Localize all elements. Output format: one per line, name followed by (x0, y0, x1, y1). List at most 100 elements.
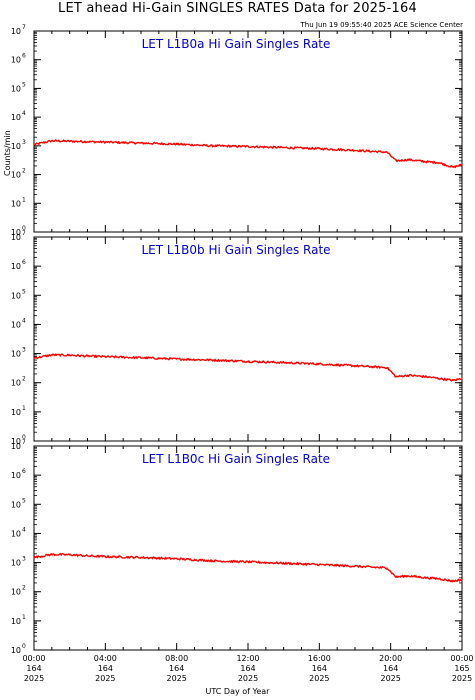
x-tick-doy-label: 164 (240, 664, 255, 673)
y-tick-label: 10 (11, 437, 21, 446)
data-point (104, 141, 106, 143)
y-tick-exponent: 0 (22, 225, 26, 232)
y-tick-exponent: 1 (22, 614, 26, 621)
data-point (407, 159, 410, 161)
data-point (247, 561, 249, 563)
y-tick-label: 10 (11, 442, 21, 451)
data-point (461, 579, 463, 581)
x-tick-time-label: 12:00 (236, 654, 259, 663)
y-tick-exponent: 6 (22, 259, 26, 266)
y-tick-exponent: 0 (22, 434, 26, 441)
x-tick-time-label: 00:00 (22, 654, 45, 663)
data-point (86, 141, 89, 143)
data-point (247, 360, 249, 362)
data-point (461, 164, 463, 166)
x-tick-time-label: 00:00 (450, 654, 473, 663)
y-tick-label: 10 (11, 588, 21, 597)
data-point (283, 362, 285, 364)
data-point (407, 575, 410, 577)
series-line (33, 353, 463, 382)
data-point (140, 556, 142, 559)
data-point (395, 576, 397, 578)
y-tick-exponent: 6 (22, 468, 26, 475)
panel-frame (33, 445, 463, 651)
x-tick-doy-label: 164 (26, 664, 41, 673)
y-tick-exponent: 5 (22, 288, 26, 295)
data-point (104, 556, 106, 558)
y-tick-exponent: 7 (22, 24, 26, 31)
data-point (386, 567, 388, 569)
data-point (211, 145, 213, 147)
series-line (33, 553, 463, 583)
chart-main-title: LET ahead Hi-Gain SINGLES RATES Data for… (58, 1, 417, 16)
x-axis-label: UTC Day of Year (205, 687, 270, 696)
data-point (318, 363, 320, 365)
y-tick-label: 10 (11, 142, 21, 151)
data-point (425, 376, 427, 378)
y-tick-exponent: 1 (22, 405, 26, 412)
data-point (104, 356, 106, 358)
data-point (283, 562, 285, 564)
data-point (395, 376, 397, 378)
data-point (51, 140, 53, 142)
data-point (33, 556, 35, 559)
y-tick-exponent: 4 (22, 317, 26, 324)
x-tick-doy-label: 164 (312, 664, 327, 673)
data-point (33, 144, 35, 146)
data-point (69, 554, 71, 556)
y-tick-label: 10 (11, 56, 21, 65)
y-tick-label: 10 (11, 233, 21, 242)
y-tick-label: 10 (11, 113, 21, 122)
y-tick-exponent: 5 (22, 81, 26, 88)
x-tick-year-label: 2025 (238, 674, 258, 683)
data-point (140, 357, 142, 359)
x-tick-doy-label: 164 (169, 664, 184, 673)
y-tick-exponent: 2 (22, 168, 26, 175)
data-point (140, 142, 142, 144)
data-point (318, 564, 320, 566)
series-line (33, 139, 463, 169)
y-tick-label: 10 (11, 529, 21, 538)
data-point (407, 374, 410, 376)
x-tick-doy-label: 164 (98, 664, 113, 673)
data-point (354, 149, 356, 151)
y-tick-label: 10 (11, 320, 21, 329)
y-tick-label: 10 (11, 559, 21, 568)
y-tick-exponent: 7 (22, 439, 26, 446)
data-point (283, 147, 285, 149)
data-point (395, 160, 397, 162)
x-tick-time-label: 08:00 (165, 654, 188, 663)
data-point (354, 365, 356, 367)
data-point (51, 354, 53, 356)
y-tick-exponent: 3 (22, 139, 26, 146)
data-point (386, 367, 388, 369)
x-tick-time-label: 20:00 (379, 654, 402, 663)
y-tick-exponent: 3 (22, 556, 26, 563)
y-tick-exponent: 5 (22, 497, 26, 504)
y-tick-exponent: 6 (22, 53, 26, 60)
y-tick-exponent: 1 (22, 196, 26, 203)
y-tick-label: 10 (11, 84, 21, 93)
y-tick-exponent: 0 (22, 643, 26, 650)
y-tick-exponent: 4 (22, 110, 26, 117)
y-tick-exponent: 2 (22, 585, 26, 592)
y-tick-exponent: 7 (22, 230, 26, 237)
data-point (438, 162, 440, 164)
data-point (438, 377, 440, 380)
data-point (176, 558, 178, 560)
panel-title: LET L1B0a Hi Gain Singles Rate (142, 37, 331, 51)
data-point (176, 358, 178, 360)
x-tick-doy-label: 165 (454, 664, 469, 673)
data-point (452, 379, 454, 381)
y-tick-label: 10 (11, 171, 21, 180)
x-tick-year-label: 2025 (166, 674, 186, 683)
x-tick-year-label: 2025 (380, 674, 400, 683)
panel-frame (33, 236, 463, 442)
panel-title: LET L1B0b Hi Gain Singles Rate (141, 243, 330, 257)
data-point (86, 355, 89, 357)
data-point (69, 140, 71, 142)
data-point (176, 143, 178, 145)
x-tick-time-label: 04:00 (94, 654, 117, 663)
y-tick-label: 10 (11, 646, 21, 655)
panel-title: LET L1B0c Hi Gain Singles Rate (142, 452, 330, 466)
